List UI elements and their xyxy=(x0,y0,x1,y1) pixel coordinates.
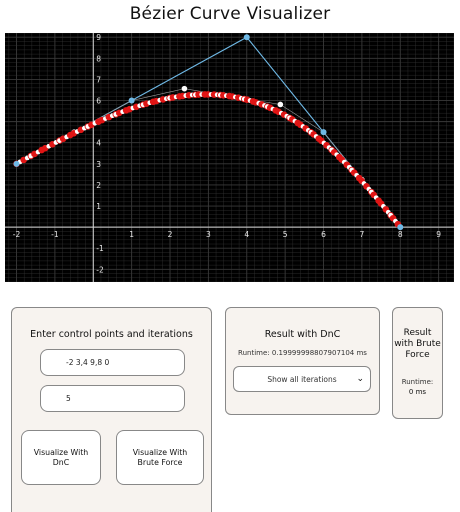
iteration-point xyxy=(181,85,188,92)
y-tick-label: 8 xyxy=(96,54,101,63)
iteration-select[interactable]: Show all iterations ⌄ xyxy=(233,366,371,392)
visualize-dnc-button[interactable]: Visualize With DnC xyxy=(21,430,101,485)
x-tick-label: -2 xyxy=(13,230,21,239)
visualize-brute-force-button[interactable]: Visualize With Brute Force xyxy=(116,430,204,485)
plot-background xyxy=(5,33,454,282)
control-point xyxy=(397,224,404,231)
control-point xyxy=(128,97,135,104)
x-tick-label: 5 xyxy=(283,230,288,239)
visualize-dnc-label: Visualize With DnC xyxy=(33,447,89,467)
dnc-result-panel: Result with DnC Runtime: 0.1999999880790… xyxy=(225,307,380,415)
x-tick-label: 6 xyxy=(321,230,326,239)
iteration-point xyxy=(277,101,284,108)
bezier-plot: -2-1123456789987654321-1-2 xyxy=(5,33,454,282)
x-tick-label: -1 xyxy=(51,230,59,239)
iterations-input[interactable] xyxy=(40,385,185,412)
input-panel-title: Enter control points and iterations xyxy=(30,329,193,340)
x-tick-label: 8 xyxy=(398,230,403,239)
y-tick-label: 2 xyxy=(96,181,101,190)
y-tick-label: -1 xyxy=(96,244,104,253)
x-tick-label: 9 xyxy=(436,230,441,239)
brute-force-result-title: Result with Brute Force xyxy=(394,328,441,360)
visualize-brute-force-label: Visualize With Brute Force xyxy=(132,447,188,467)
dnc-result-title: Result with DnC xyxy=(264,329,341,340)
chevron-down-icon: ⌄ xyxy=(356,374,364,384)
x-tick-label: 1 xyxy=(129,230,134,239)
x-tick-label: 7 xyxy=(360,230,365,239)
x-tick-label: 2 xyxy=(168,230,173,239)
page-title: Bézier Curve Visualizer xyxy=(129,4,331,24)
brute-force-result-panel: Result with Brute Force Runtime: 0 ms xyxy=(392,307,443,419)
brute-force-runtime-value: 0 ms xyxy=(408,388,427,396)
control-points-input[interactable] xyxy=(40,349,185,376)
iteration-select-value: Show all iterations xyxy=(267,374,337,384)
y-tick-label: 1 xyxy=(96,202,101,211)
y-tick-label: 7 xyxy=(96,75,101,84)
control-point xyxy=(243,34,250,41)
x-tick-label: 3 xyxy=(206,230,211,239)
input-panel: Enter control points and iterations Visu… xyxy=(11,307,212,512)
y-tick-label: 3 xyxy=(96,160,101,169)
y-tick-label: 4 xyxy=(96,139,101,148)
dnc-runtime: Runtime: 0.19999998807907104 ms xyxy=(238,349,367,357)
y-tick-label: 9 xyxy=(96,33,101,42)
y-tick-label: 6 xyxy=(96,97,101,106)
brute-force-runtime-label: Runtime: xyxy=(401,378,434,386)
control-point xyxy=(320,129,327,136)
x-tick-label: 4 xyxy=(244,230,249,239)
y-tick-label: -2 xyxy=(96,265,104,274)
control-point xyxy=(13,160,20,167)
